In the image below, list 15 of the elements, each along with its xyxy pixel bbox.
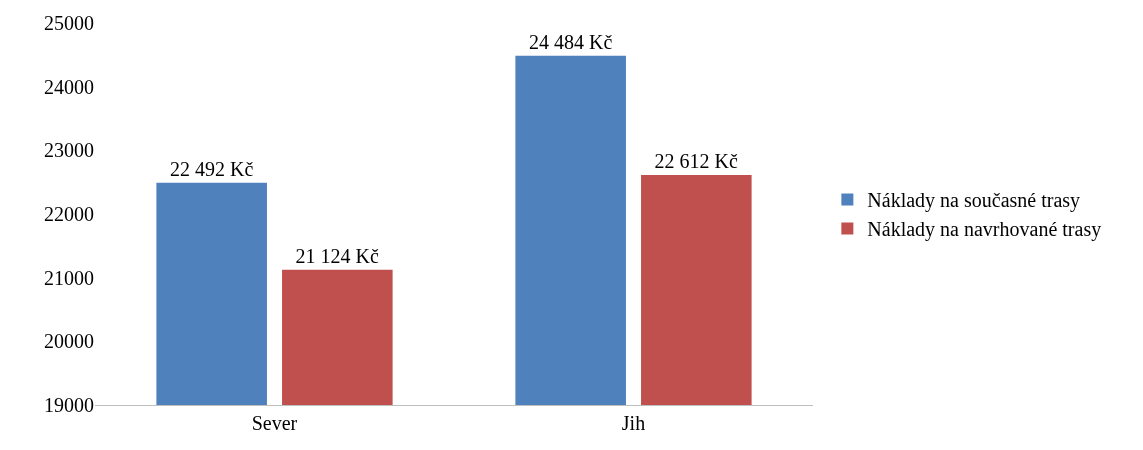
x-tick-label: Sever: [251, 412, 298, 434]
data-label: 22 612 Kč: [654, 150, 739, 173]
y-tick-label: 21000: [44, 266, 94, 289]
legend-label: Náklady na navrhované trasy: [867, 218, 1102, 242]
data-label: 21 124 Kč: [295, 244, 380, 267]
legend-label: Náklady na současné trasy: [867, 189, 1081, 213]
y-tick-label: 22000: [44, 203, 94, 225]
data-label: 22 492 Kč: [169, 157, 254, 180]
y-tick-label: 20000: [44, 330, 94, 353]
y-tick-label: 19000: [44, 394, 94, 416]
x-tick-label: Jih: [621, 412, 646, 434]
y-tick-label: 23000: [44, 139, 94, 162]
data-label: 24 484 Kč: [528, 30, 613, 53]
y-tick-label: 25000: [44, 12, 94, 34]
y-tick-label: 24000: [44, 75, 94, 98]
